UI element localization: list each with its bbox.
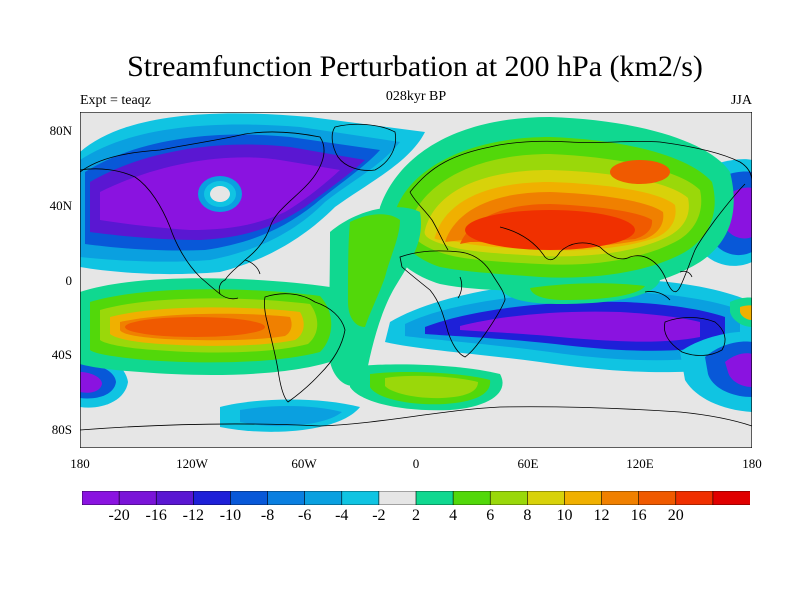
colorbar-swatch xyxy=(527,491,566,505)
lon-label-0: 0 xyxy=(412,456,420,471)
lon-label-180-left: 180 xyxy=(70,456,90,471)
colorbar-swatch xyxy=(193,491,232,505)
colorbar-swatch xyxy=(378,491,417,505)
lat-label-0: 0 xyxy=(65,273,73,288)
colorbar-label: 12 xyxy=(593,507,610,524)
colorbar-swatch xyxy=(304,491,343,505)
lat-label-40s: 40S xyxy=(51,347,72,362)
colorbar-swatch xyxy=(601,491,640,505)
lon-label-60w: 60W xyxy=(291,456,317,471)
colorbar-swatch xyxy=(341,491,380,505)
colorbar-label: 8 xyxy=(523,507,532,524)
lat-label-80n: 80N xyxy=(49,123,72,138)
colorbar-swatch xyxy=(230,491,269,505)
colorbar-label: 4 xyxy=(449,507,458,524)
colorbar-swatch xyxy=(452,491,492,505)
colorbar-label: -10 xyxy=(219,507,242,524)
colorbar-swatch xyxy=(675,491,714,505)
season-label: JJA xyxy=(730,93,752,108)
lon-label-120e: 120E xyxy=(626,456,654,471)
colorbar-label: -2 xyxy=(372,507,386,524)
colorbar-label: 20 xyxy=(667,507,684,524)
colorbar-swatch xyxy=(712,491,750,505)
colorbar-swatch xyxy=(267,491,306,505)
colorbar-swatch xyxy=(82,491,120,505)
experiment-label: Expt = teaqz xyxy=(80,93,151,108)
colorbar-label: 2 xyxy=(412,507,420,524)
plot-title: Streamfunction Perturbation at 200 hPa (… xyxy=(127,50,703,83)
colorbar-label: -20 xyxy=(108,507,130,524)
lon-label-180-right: 180 xyxy=(742,456,762,471)
colorbar xyxy=(82,491,750,505)
time-label: 028kyr BP xyxy=(385,89,447,104)
map-plot xyxy=(80,112,752,448)
colorbar-swatch xyxy=(638,491,677,505)
colorbar-swatch xyxy=(155,491,195,505)
lat-label-80s: 80S xyxy=(51,422,72,437)
lon-label-60e: 60E xyxy=(517,456,539,471)
lat-label-40n: 40N xyxy=(49,198,72,213)
colorbar-swatch xyxy=(118,491,158,505)
colorbar-swatch xyxy=(564,491,603,505)
colorbar-label: 6 xyxy=(486,507,495,524)
lon-label-120w: 120W xyxy=(176,456,208,471)
colorbar-label: -6 xyxy=(297,507,312,524)
coastlines xyxy=(80,123,752,431)
colorbar-label: -12 xyxy=(182,507,204,524)
colorbar-swatch xyxy=(415,491,454,505)
colorbar-swatch xyxy=(489,491,529,505)
colorbar-label: -8 xyxy=(260,507,275,524)
colorbar-label: -16 xyxy=(145,507,167,524)
colorbar-label: -4 xyxy=(335,507,349,524)
contour-field xyxy=(80,112,752,448)
colorbar-label: 16 xyxy=(630,507,647,524)
colorbar-label: 10 xyxy=(556,507,573,524)
